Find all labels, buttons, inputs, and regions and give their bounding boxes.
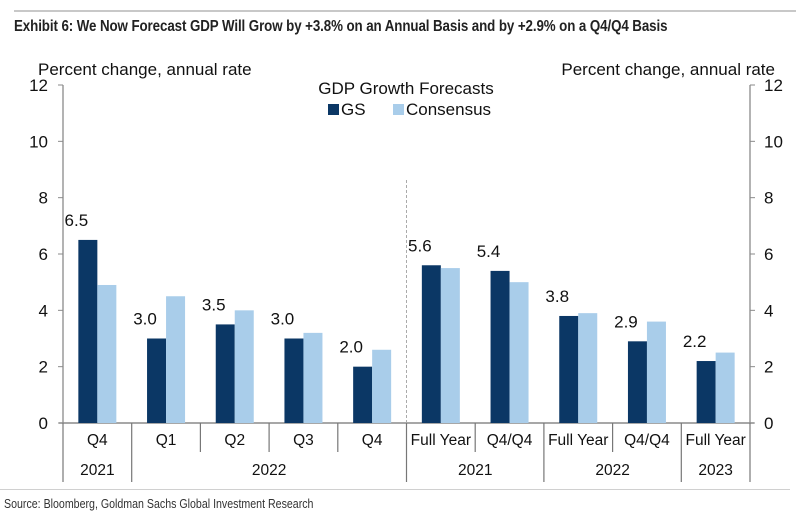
legend-label-gs: GS [341, 100, 366, 119]
category-label: Q1 [156, 432, 177, 449]
category-label: Full Year [685, 432, 745, 449]
bar-gs [696, 361, 716, 423]
bar-gs [284, 338, 304, 423]
category-label: Q2 [224, 432, 245, 449]
bar-consensus [166, 296, 186, 423]
data-label-gs: 3.8 [545, 287, 569, 306]
category-label: Q4/Q4 [624, 432, 670, 449]
bar-consensus [303, 332, 323, 423]
left-axis-label: Percent change, annual rate [38, 60, 252, 79]
source-note: Source: Bloomberg, Goldman Sachs Global … [4, 497, 314, 511]
legend-swatch-consensus [393, 104, 404, 115]
left-tick-label: 10 [29, 132, 48, 151]
category-label: Q3 [293, 432, 314, 449]
bar-gs [421, 265, 441, 423]
left-tick-label: 6 [39, 245, 48, 264]
category-label: Full Year [411, 432, 471, 449]
bar-gs [215, 324, 235, 423]
right-tick-label: 0 [764, 414, 773, 433]
data-label-gs: 3.0 [133, 310, 157, 329]
bar-consensus [715, 352, 735, 423]
exhibit-title: Exhibit 6: We Now Forecast GDP Will Grow… [14, 18, 668, 35]
left-tick-label: 0 [39, 414, 48, 433]
bar-gs [559, 315, 579, 423]
bar-gs [147, 338, 167, 423]
bar-consensus [578, 313, 598, 423]
right-tick-label: 2 [764, 358, 773, 377]
right-tick-label: 10 [764, 132, 783, 151]
bar-consensus [97, 284, 117, 423]
data-label-gs: 2.0 [339, 338, 363, 357]
data-label-gs: 3.5 [202, 295, 226, 314]
left-tick-label: 8 [39, 189, 48, 208]
group-label: 2021 [458, 462, 492, 479]
group-label: 2022 [252, 462, 286, 479]
bottom-rule [0, 489, 790, 490]
data-label-gs: 3.0 [271, 310, 295, 329]
left-tick-label: 12 [29, 76, 48, 95]
bar-gs [627, 341, 647, 423]
right-tick-label: 12 [764, 76, 783, 95]
category-label: Q4/Q4 [487, 432, 533, 449]
bar-consensus [234, 310, 254, 423]
bar-consensus [646, 321, 666, 423]
left-tick-label: 4 [39, 301, 48, 320]
chart-title: GDP Growth Forecasts [318, 79, 493, 98]
category-label: Q4 [362, 432, 383, 449]
right-axis-label: Percent change, annual rate [561, 60, 775, 79]
bar-gs [490, 270, 510, 423]
data-label-gs: 6.5 [65, 211, 89, 230]
category-label: Q4 [87, 432, 108, 449]
legend-label-consensus: Consensus [406, 100, 491, 119]
bar-gs [78, 239, 98, 423]
bar-gs [353, 366, 373, 423]
legend-swatch-gs [328, 104, 339, 115]
bar-consensus [372, 349, 392, 423]
bar-consensus [440, 268, 460, 423]
data-label-gs: 2.2 [683, 332, 707, 351]
bar-consensus [509, 282, 529, 423]
data-label-gs: 5.6 [408, 236, 432, 255]
top-rule [14, 10, 796, 12]
data-label-gs: 2.9 [614, 312, 638, 331]
group-label: 2023 [698, 462, 732, 479]
group-label: 2022 [595, 462, 629, 479]
category-label: Full Year [548, 432, 608, 449]
right-tick-label: 6 [764, 245, 773, 264]
left-tick-label: 2 [39, 358, 48, 377]
right-tick-label: 8 [764, 189, 773, 208]
right-tick-label: 4 [764, 301, 773, 320]
data-label-gs: 5.4 [477, 242, 501, 261]
group-label: 2021 [80, 462, 114, 479]
